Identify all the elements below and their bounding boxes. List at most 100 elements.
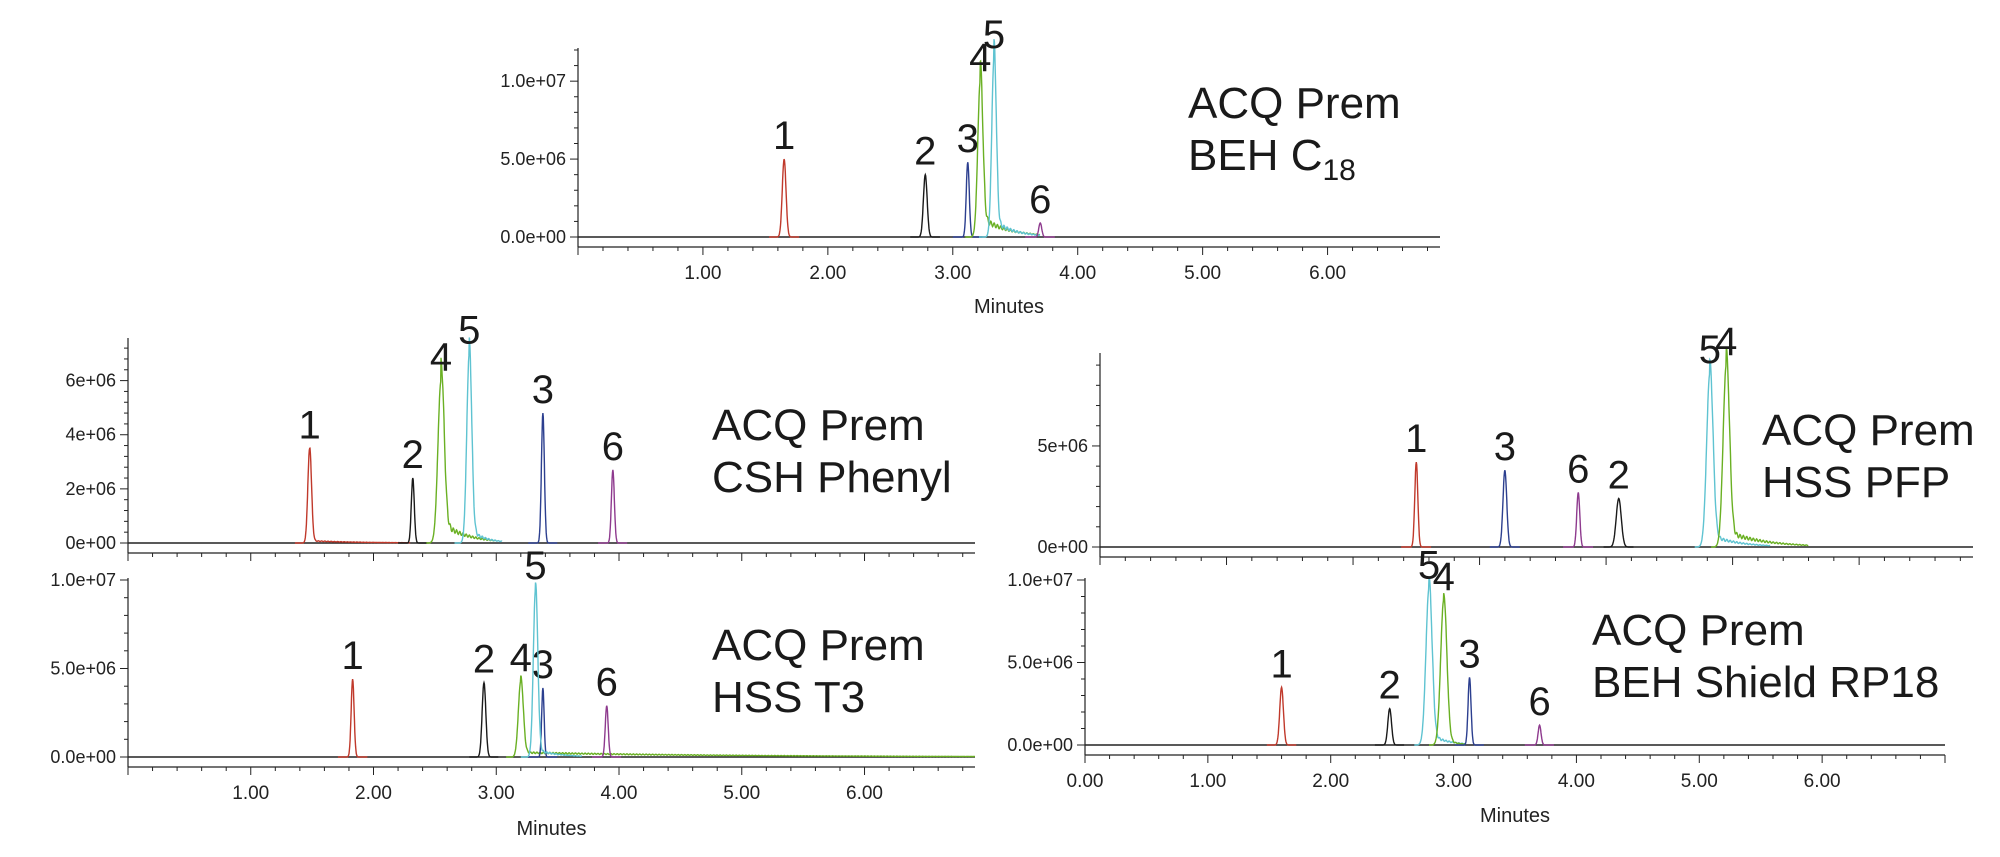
- peak-label: 5: [458, 309, 480, 353]
- y-tick-label: 0e+00: [65, 533, 116, 553]
- y-tick-label: 5.0e+06: [50, 659, 116, 679]
- x-tick-label: 5.00: [1184, 263, 1221, 284]
- peak-label: 4: [1433, 555, 1455, 599]
- x-tick-label: 1.00: [232, 783, 269, 804]
- panel-title: ACQ Prem BEH Shield RP18: [1592, 606, 1939, 707]
- series-line-peak-4: [426, 357, 497, 544]
- peak-label: 4: [1715, 320, 1737, 364]
- panel-title-line: HSS PFP: [1762, 458, 1950, 507]
- x-tick-label: 1.00: [684, 263, 721, 284]
- x-tick-label: 1.00: [1189, 771, 1226, 792]
- peak-label: 3: [532, 368, 554, 412]
- peak-label: 3: [1458, 632, 1480, 676]
- panel-title-line: ACQ Prem: [1762, 406, 1975, 455]
- peak-label: 6: [602, 425, 624, 469]
- x-tick-label: 4.00: [1059, 263, 1096, 284]
- peak-label: 1: [1270, 642, 1292, 686]
- series-line-peak-3: [1489, 470, 1520, 548]
- peak-label: 4: [430, 336, 452, 380]
- series-line-peak-1: [1401, 461, 1432, 548]
- y-tick-label: 6e+06: [65, 371, 116, 391]
- x-tick-label: 3.00: [934, 263, 971, 284]
- x-axis-label: Minutes: [1480, 805, 1550, 827]
- chromatogram-panel-3: 0e+00 5e+06 1 3 6 2 54 ACQ Prem HSS PFP: [1037, 320, 1975, 565]
- peak-label: 2: [914, 130, 936, 174]
- panel-title-line: BEH Shield RP18: [1592, 658, 1939, 707]
- chromatogram-panel-1: 0.0e+00 5.0e+06 1.0e+07 1.00 2.00 3.00 4.00 5.0…: [500, 13, 1440, 318]
- panel-title-line: ACQ Prem: [712, 401, 925, 450]
- series-line-peak-4: [1711, 347, 1809, 548]
- x-tick-label: 2.00: [1312, 771, 1349, 792]
- peak-label: 1: [773, 114, 795, 158]
- panel-title-line: ACQ Prem: [1592, 606, 1805, 655]
- x-axis-label: Minutes: [974, 296, 1044, 318]
- x-axis-label: Minutes: [516, 818, 586, 840]
- peak-label: 5: [524, 544, 546, 588]
- panel-title: ACQ Prem BEH C18: [1188, 79, 1401, 187]
- series-line-peak-3: [528, 413, 558, 544]
- series-line-peak-1: [294, 447, 411, 544]
- series-line-peak-3: [1454, 677, 1484, 746]
- x-tick-label: 2.00: [355, 783, 392, 804]
- series-line-peak-1: [337, 678, 368, 758]
- peak-label: 2: [402, 433, 424, 477]
- panel-title-line: CSH Phenyl: [712, 453, 952, 502]
- y-tick-label: 0e+00: [1037, 537, 1088, 557]
- y-tick-label: 0.0e+00: [500, 227, 566, 247]
- panel-title-line: ACQ Prem: [712, 621, 925, 670]
- series-line-peak-4: [1429, 592, 1466, 746]
- series-line-peak-5: [979, 39, 1041, 238]
- panel-title-subscript: 18: [1322, 154, 1355, 187]
- peak-label: 3: [957, 117, 979, 161]
- x-tick-label: 3.00: [478, 783, 515, 804]
- y-tick-label: 5.0e+06: [1007, 653, 1073, 673]
- chromatogram-panel-4: 0.0e+00 5.0e+06 1.0e+07 1.00 2.00 3.00 4.00 5.0…: [50, 544, 975, 840]
- x-tick-label: 5.00: [723, 783, 760, 804]
- series-line-peak-6: [1563, 492, 1594, 548]
- peak-label: 6: [1567, 447, 1589, 491]
- peak-label: 1: [1405, 417, 1427, 461]
- peak-label: 5: [1699, 328, 1721, 372]
- series-line-peak-2: [1374, 707, 1405, 746]
- peak-label: 4: [510, 636, 532, 680]
- panel-title-line: BEH C: [1188, 131, 1322, 180]
- series-line-peak-1: [1266, 684, 1297, 746]
- peak-label: 2: [1608, 453, 1630, 497]
- peak-label: 5: [1418, 543, 1440, 587]
- y-tick-label: 1.0e+07: [50, 570, 116, 590]
- peak-label: 6: [1528, 680, 1550, 724]
- chromatogram-panel-5: 0.0e+00 5.0e+06 1.0e+07 0.00 1.00 2.00 3.00 4.0…: [1007, 543, 1946, 827]
- x-tick-label: 6.00: [1309, 263, 1346, 284]
- chromatogram-panel-2: 0e+00 2e+06 4e+06 6e+06 1 2 45 3 6 ACQ Prem CSH Ph…: [65, 309, 975, 561]
- x-tick-label: 3.00: [1435, 771, 1472, 792]
- y-tick-label: 5e+06: [1037, 436, 1088, 456]
- series-line-peak-3: [952, 162, 983, 238]
- panel-title: ACQ Prem HSS T3: [712, 621, 925, 722]
- peak-label: 4: [969, 36, 991, 80]
- y-tick-label: 1.0e+07: [500, 71, 566, 91]
- peak-label: 2: [1379, 664, 1401, 708]
- x-tick-label: 0.00: [1067, 771, 1104, 792]
- series-line-peak-6: [592, 705, 622, 758]
- peak-label: 6: [596, 661, 618, 705]
- peak-label: 2: [473, 638, 495, 682]
- peak-label: 3: [532, 643, 554, 687]
- peak-label: 3: [1494, 425, 1516, 469]
- x-tick-label: 4.00: [1558, 771, 1595, 792]
- series-line-peak-2: [469, 680, 499, 758]
- series-line-peak-5: [520, 582, 582, 758]
- series-line-peak-5: [454, 337, 503, 544]
- series-line-peak-3: [528, 687, 558, 758]
- panel-title: ACQ Prem HSS PFP: [1762, 406, 1975, 507]
- x-tick-label: 5.00: [1681, 771, 1718, 792]
- x-tick-label: 4.00: [601, 783, 638, 804]
- peak-label: 1: [299, 403, 321, 447]
- peak-label: 5: [983, 13, 1005, 57]
- panel-title-line: HSS T3: [712, 673, 865, 722]
- y-tick-label: 1.0e+07: [1007, 570, 1073, 590]
- series-line-peak-1: [769, 158, 800, 238]
- y-tick-label: 4e+06: [65, 425, 116, 445]
- y-tick-label: 2e+06: [65, 479, 116, 499]
- series-line-peak-6: [598, 469, 628, 544]
